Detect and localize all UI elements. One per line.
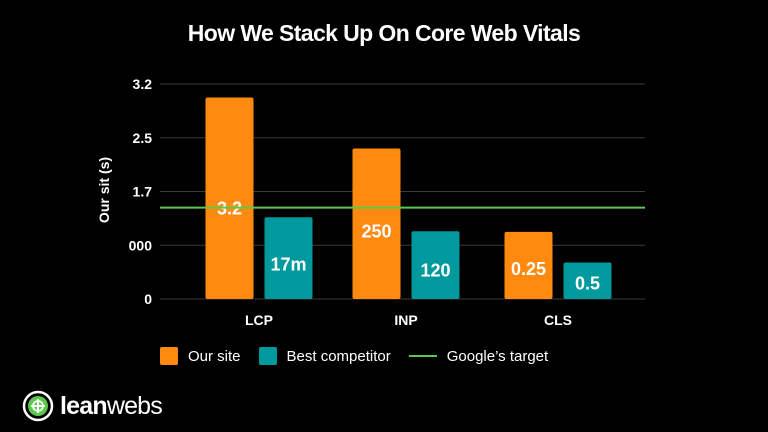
bar-our-site-lcp	[205, 97, 254, 299]
legend-line-swatch	[408, 355, 437, 357]
x-tick-label: INP	[394, 312, 417, 328]
bar-value-label: 0.25	[511, 259, 546, 279]
bar-our-site-cls	[504, 231, 553, 299]
bar-competitor-inp	[411, 231, 460, 299]
bar-value-label: 0.5	[575, 274, 600, 294]
y-axis-label: Our sit (s)	[96, 157, 112, 223]
bar-competitor-cls	[563, 262, 612, 299]
y-tick-label: 0	[144, 291, 152, 307]
legend-item: Our site	[160, 347, 241, 365]
legend-label: Google’s target	[446, 347, 549, 365]
legend-color-swatch	[160, 347, 178, 365]
leanwebs-logo-icon	[22, 390, 54, 422]
x-tick-label: LCP	[245, 312, 273, 328]
legend-label: Best competitor	[286, 347, 391, 365]
y-tick-label: 2.5	[133, 130, 153, 146]
legend-label: Our site	[188, 347, 241, 365]
bar-value-label: 250	[361, 221, 391, 241]
legend-item: Best competitor	[258, 347, 391, 365]
bar-our-site-inp	[352, 148, 401, 299]
logo-wordmark-bold: lean	[60, 391, 108, 420]
y-tick-label: 000	[129, 237, 153, 253]
chart-title: How We Stack Up On Core Web Vitals	[187, 20, 581, 46]
y-tick-label: 3.2	[133, 76, 153, 92]
logo-wordmark: leanwebs	[60, 391, 163, 421]
legend-item: Google’s target	[408, 347, 549, 365]
chart-legend: Our site Best competitor Google’s target	[160, 346, 566, 366]
legend-color-swatch	[258, 347, 277, 365]
x-tick-label: CLS	[544, 312, 572, 328]
bar-competitor-lcp	[264, 217, 313, 299]
bar-value-label: 17m	[270, 255, 306, 275]
leanwebs-logo: leanwebs	[22, 390, 163, 422]
bar-value-label: 120	[420, 261, 450, 281]
logo-wordmark-light: webs	[106, 391, 163, 420]
y-tick-label: 1.7	[133, 184, 153, 200]
